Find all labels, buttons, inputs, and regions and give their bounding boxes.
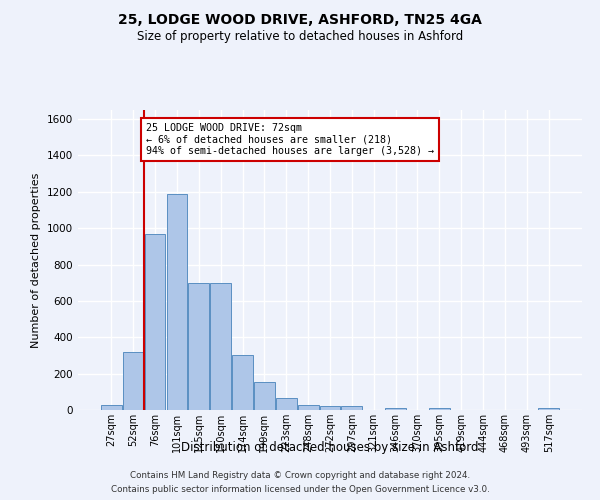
Bar [232, 356, 253, 410]
Bar [341, 406, 362, 410]
Bar [123, 352, 143, 410]
Bar [538, 408, 559, 410]
Bar [385, 408, 406, 410]
Bar [188, 282, 209, 410]
Bar [298, 404, 319, 410]
Text: 25, LODGE WOOD DRIVE, ASHFORD, TN25 4GA: 25, LODGE WOOD DRIVE, ASHFORD, TN25 4GA [118, 12, 482, 26]
Bar [320, 406, 340, 410]
Text: Contains HM Land Registry data © Crown copyright and database right 2024.: Contains HM Land Registry data © Crown c… [130, 472, 470, 480]
Bar [210, 282, 231, 410]
Bar [276, 398, 296, 410]
Text: Distribution of detached houses by size in Ashford: Distribution of detached houses by size … [181, 441, 479, 454]
Bar [254, 382, 275, 410]
Y-axis label: Number of detached properties: Number of detached properties [31, 172, 41, 348]
Bar [101, 404, 122, 410]
Bar [429, 408, 450, 410]
Bar [145, 234, 166, 410]
Bar [167, 194, 187, 410]
Text: 25 LODGE WOOD DRIVE: 72sqm
← 6% of detached houses are smaller (218)
94% of semi: 25 LODGE WOOD DRIVE: 72sqm ← 6% of detac… [146, 122, 434, 156]
Text: Contains public sector information licensed under the Open Government Licence v3: Contains public sector information licen… [110, 484, 490, 494]
Text: Size of property relative to detached houses in Ashford: Size of property relative to detached ho… [137, 30, 463, 43]
